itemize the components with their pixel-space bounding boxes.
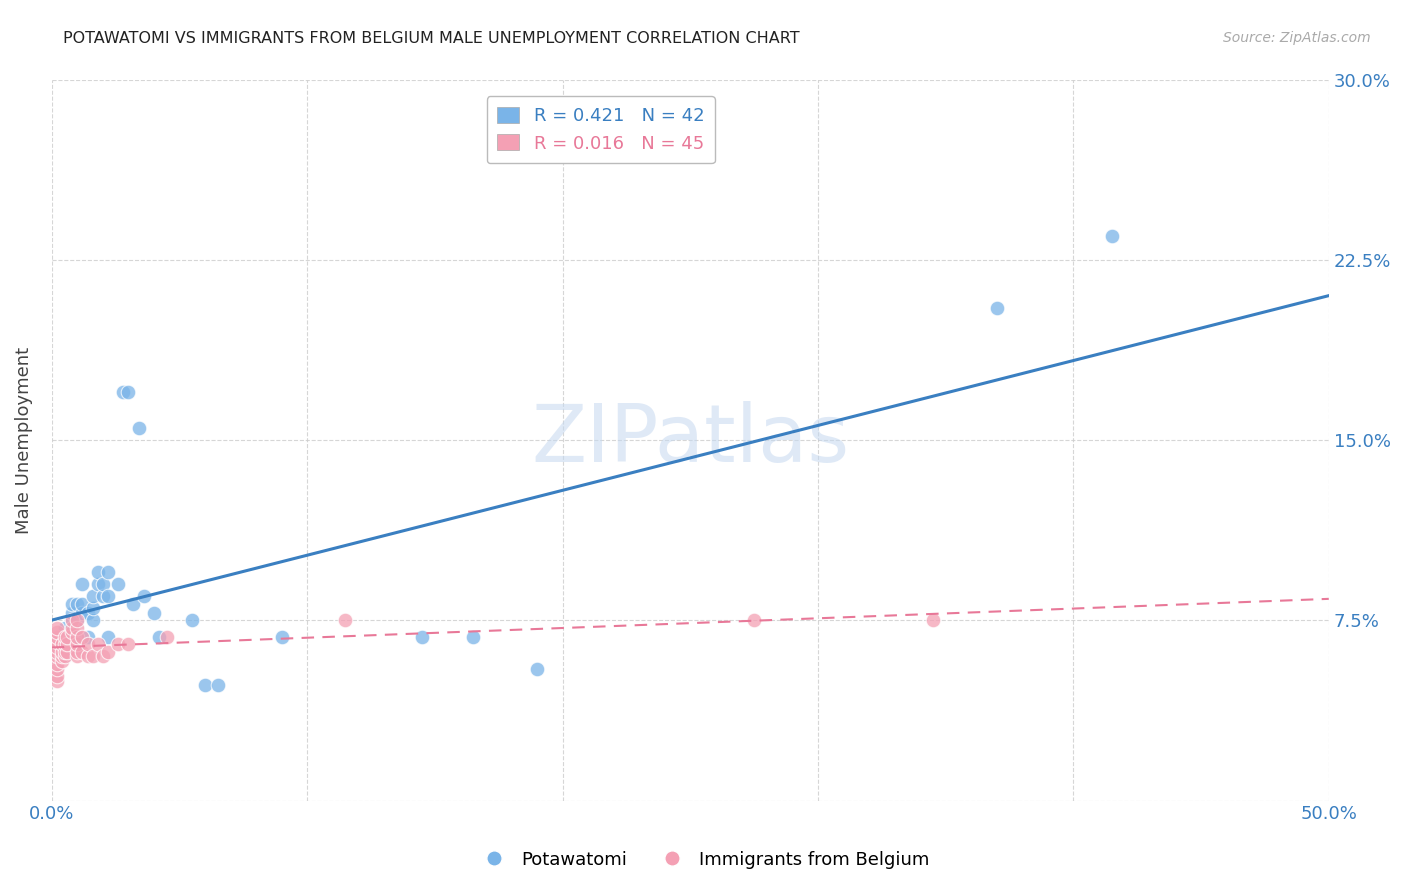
Legend: Potawatomi, Immigrants from Belgium: Potawatomi, Immigrants from Belgium bbox=[470, 844, 936, 876]
Point bbox=[45, 657, 67, 671]
Point bbox=[72, 597, 94, 611]
Point bbox=[72, 630, 94, 644]
Point bbox=[72, 607, 94, 621]
Point bbox=[45, 630, 67, 644]
Point bbox=[128, 421, 150, 435]
Point bbox=[60, 597, 83, 611]
Point bbox=[53, 638, 76, 652]
Point bbox=[207, 678, 229, 692]
Point bbox=[122, 597, 145, 611]
Point bbox=[97, 630, 120, 644]
Point bbox=[922, 614, 945, 628]
Text: POTAWATOMI VS IMMIGRANTS FROM BELGIUM MALE UNEMPLOYMENT CORRELATION CHART: POTAWATOMI VS IMMIGRANTS FROM BELGIUM MA… bbox=[63, 31, 800, 46]
Point bbox=[76, 607, 98, 621]
Point bbox=[66, 649, 89, 664]
Point bbox=[91, 590, 114, 604]
Point bbox=[66, 614, 89, 628]
Point bbox=[45, 621, 67, 635]
Point bbox=[53, 638, 76, 652]
Point bbox=[156, 630, 179, 644]
Point bbox=[66, 645, 89, 659]
Point bbox=[72, 645, 94, 659]
Point bbox=[60, 625, 83, 640]
Point bbox=[76, 638, 98, 652]
Point bbox=[45, 640, 67, 654]
Point bbox=[76, 630, 98, 644]
Point bbox=[66, 614, 89, 628]
Point bbox=[97, 645, 120, 659]
Point bbox=[45, 649, 67, 664]
Point bbox=[66, 638, 89, 652]
Point bbox=[463, 630, 485, 644]
Point bbox=[82, 649, 104, 664]
Point bbox=[194, 678, 217, 692]
Point bbox=[112, 385, 135, 400]
Point bbox=[526, 661, 548, 675]
Point bbox=[60, 607, 83, 621]
Point bbox=[53, 621, 76, 635]
Text: ZIPatlas: ZIPatlas bbox=[531, 401, 849, 479]
Point bbox=[45, 673, 67, 688]
Point bbox=[97, 590, 120, 604]
Point bbox=[66, 597, 89, 611]
Point bbox=[45, 625, 67, 640]
Point bbox=[107, 638, 129, 652]
Point bbox=[53, 649, 76, 664]
Point bbox=[45, 645, 67, 659]
Point bbox=[51, 649, 73, 664]
Point bbox=[181, 614, 204, 628]
Point bbox=[53, 630, 76, 644]
Point bbox=[91, 649, 114, 664]
Point bbox=[117, 385, 139, 400]
Point bbox=[45, 669, 67, 683]
Point bbox=[66, 621, 89, 635]
Point bbox=[142, 607, 165, 621]
Point bbox=[91, 577, 114, 591]
Legend: R = 0.421   N = 42, R = 0.016   N = 45: R = 0.421 N = 42, R = 0.016 N = 45 bbox=[486, 96, 716, 163]
Point bbox=[411, 630, 433, 644]
Point bbox=[53, 645, 76, 659]
Point bbox=[97, 566, 120, 580]
Point bbox=[66, 630, 89, 644]
Point bbox=[66, 630, 89, 644]
Point bbox=[82, 614, 104, 628]
Point bbox=[45, 661, 67, 675]
Point bbox=[986, 301, 1008, 315]
Point bbox=[60, 621, 83, 635]
Point bbox=[56, 638, 79, 652]
Point bbox=[82, 601, 104, 615]
Point bbox=[82, 590, 104, 604]
Point bbox=[742, 614, 765, 628]
Point bbox=[132, 590, 155, 604]
Point bbox=[117, 638, 139, 652]
Point bbox=[148, 630, 170, 644]
Point bbox=[335, 614, 357, 628]
Point bbox=[51, 645, 73, 659]
Y-axis label: Male Unemployment: Male Unemployment bbox=[15, 347, 32, 533]
Point bbox=[60, 614, 83, 628]
Point bbox=[53, 630, 76, 644]
Point bbox=[56, 645, 79, 659]
Point bbox=[87, 566, 110, 580]
Point bbox=[76, 649, 98, 664]
Point bbox=[72, 577, 94, 591]
Text: Source: ZipAtlas.com: Source: ZipAtlas.com bbox=[1223, 31, 1371, 45]
Point bbox=[45, 635, 67, 649]
Point bbox=[1101, 229, 1123, 244]
Point bbox=[60, 614, 83, 628]
Point bbox=[56, 630, 79, 644]
Point bbox=[51, 638, 73, 652]
Point bbox=[107, 577, 129, 591]
Point bbox=[270, 630, 292, 644]
Point bbox=[87, 638, 110, 652]
Point bbox=[53, 649, 76, 664]
Point bbox=[87, 577, 110, 591]
Point bbox=[51, 654, 73, 668]
